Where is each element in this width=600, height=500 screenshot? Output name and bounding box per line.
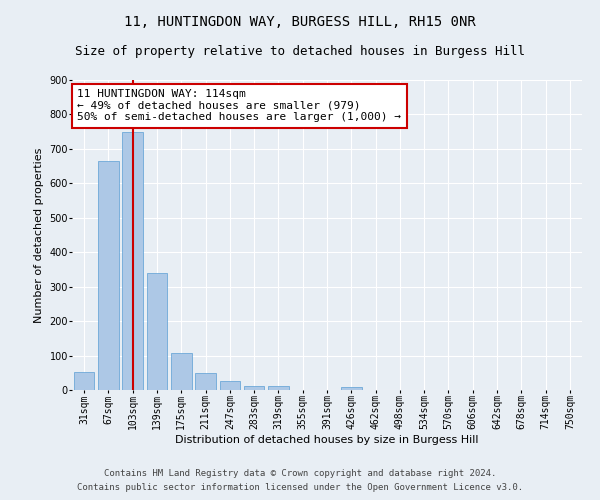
Text: 11 HUNTINGDON WAY: 114sqm
← 49% of detached houses are smaller (979)
50% of semi: 11 HUNTINGDON WAY: 114sqm ← 49% of detac… bbox=[77, 90, 401, 122]
Y-axis label: Number of detached properties: Number of detached properties bbox=[34, 148, 44, 322]
Bar bbox=[220, 382, 240, 390]
Bar bbox=[171, 353, 191, 390]
Text: Size of property relative to detached houses in Burgess Hill: Size of property relative to detached ho… bbox=[75, 45, 525, 58]
Bar bbox=[341, 387, 362, 390]
Bar bbox=[268, 386, 289, 390]
Bar bbox=[146, 273, 167, 390]
Bar bbox=[244, 386, 265, 390]
Text: Contains HM Land Registry data © Crown copyright and database right 2024.: Contains HM Land Registry data © Crown c… bbox=[104, 468, 496, 477]
Text: Contains public sector information licensed under the Open Government Licence v3: Contains public sector information licen… bbox=[77, 484, 523, 492]
Bar bbox=[74, 372, 94, 390]
Text: 11, HUNTINGDON WAY, BURGESS HILL, RH15 0NR: 11, HUNTINGDON WAY, BURGESS HILL, RH15 0… bbox=[124, 15, 476, 29]
Bar bbox=[98, 161, 119, 390]
Bar bbox=[122, 132, 143, 390]
X-axis label: Distribution of detached houses by size in Burgess Hill: Distribution of detached houses by size … bbox=[175, 435, 479, 445]
Bar bbox=[195, 373, 216, 390]
